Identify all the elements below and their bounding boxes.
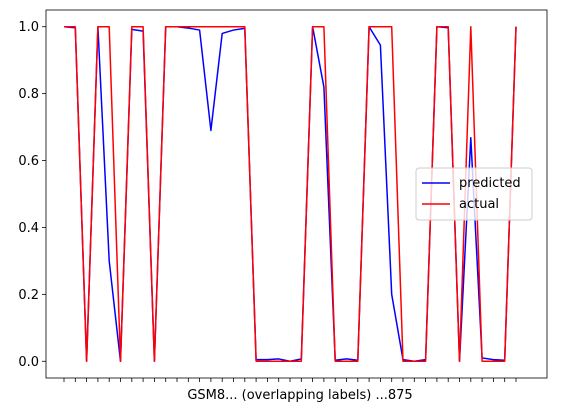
x-tick-labels: GSM8... (overlapping labels) ...875 (187, 388, 412, 403)
series-lines (63, 25, 517, 363)
y-axis: 0.0 0.2 0.4 0.6 0.8 1.0 (18, 20, 46, 370)
y-tick-label: 1.0 (18, 20, 39, 35)
y-tick-label: 0.6 (18, 154, 39, 169)
y-tick-label: 0.4 (18, 221, 39, 236)
y-tick-label: 0.2 (18, 288, 39, 303)
y-tick-label: 0.8 (18, 87, 39, 102)
y-tick-label: 0.0 (18, 355, 39, 370)
legend: predicted actual (415, 167, 533, 221)
legend-box (415, 167, 533, 221)
legend-label-actual: actual (459, 197, 499, 212)
legend-label-predicted: predicted (459, 176, 521, 191)
x-axis: GSM8... (overlapping labels) ...875 (63, 378, 517, 403)
